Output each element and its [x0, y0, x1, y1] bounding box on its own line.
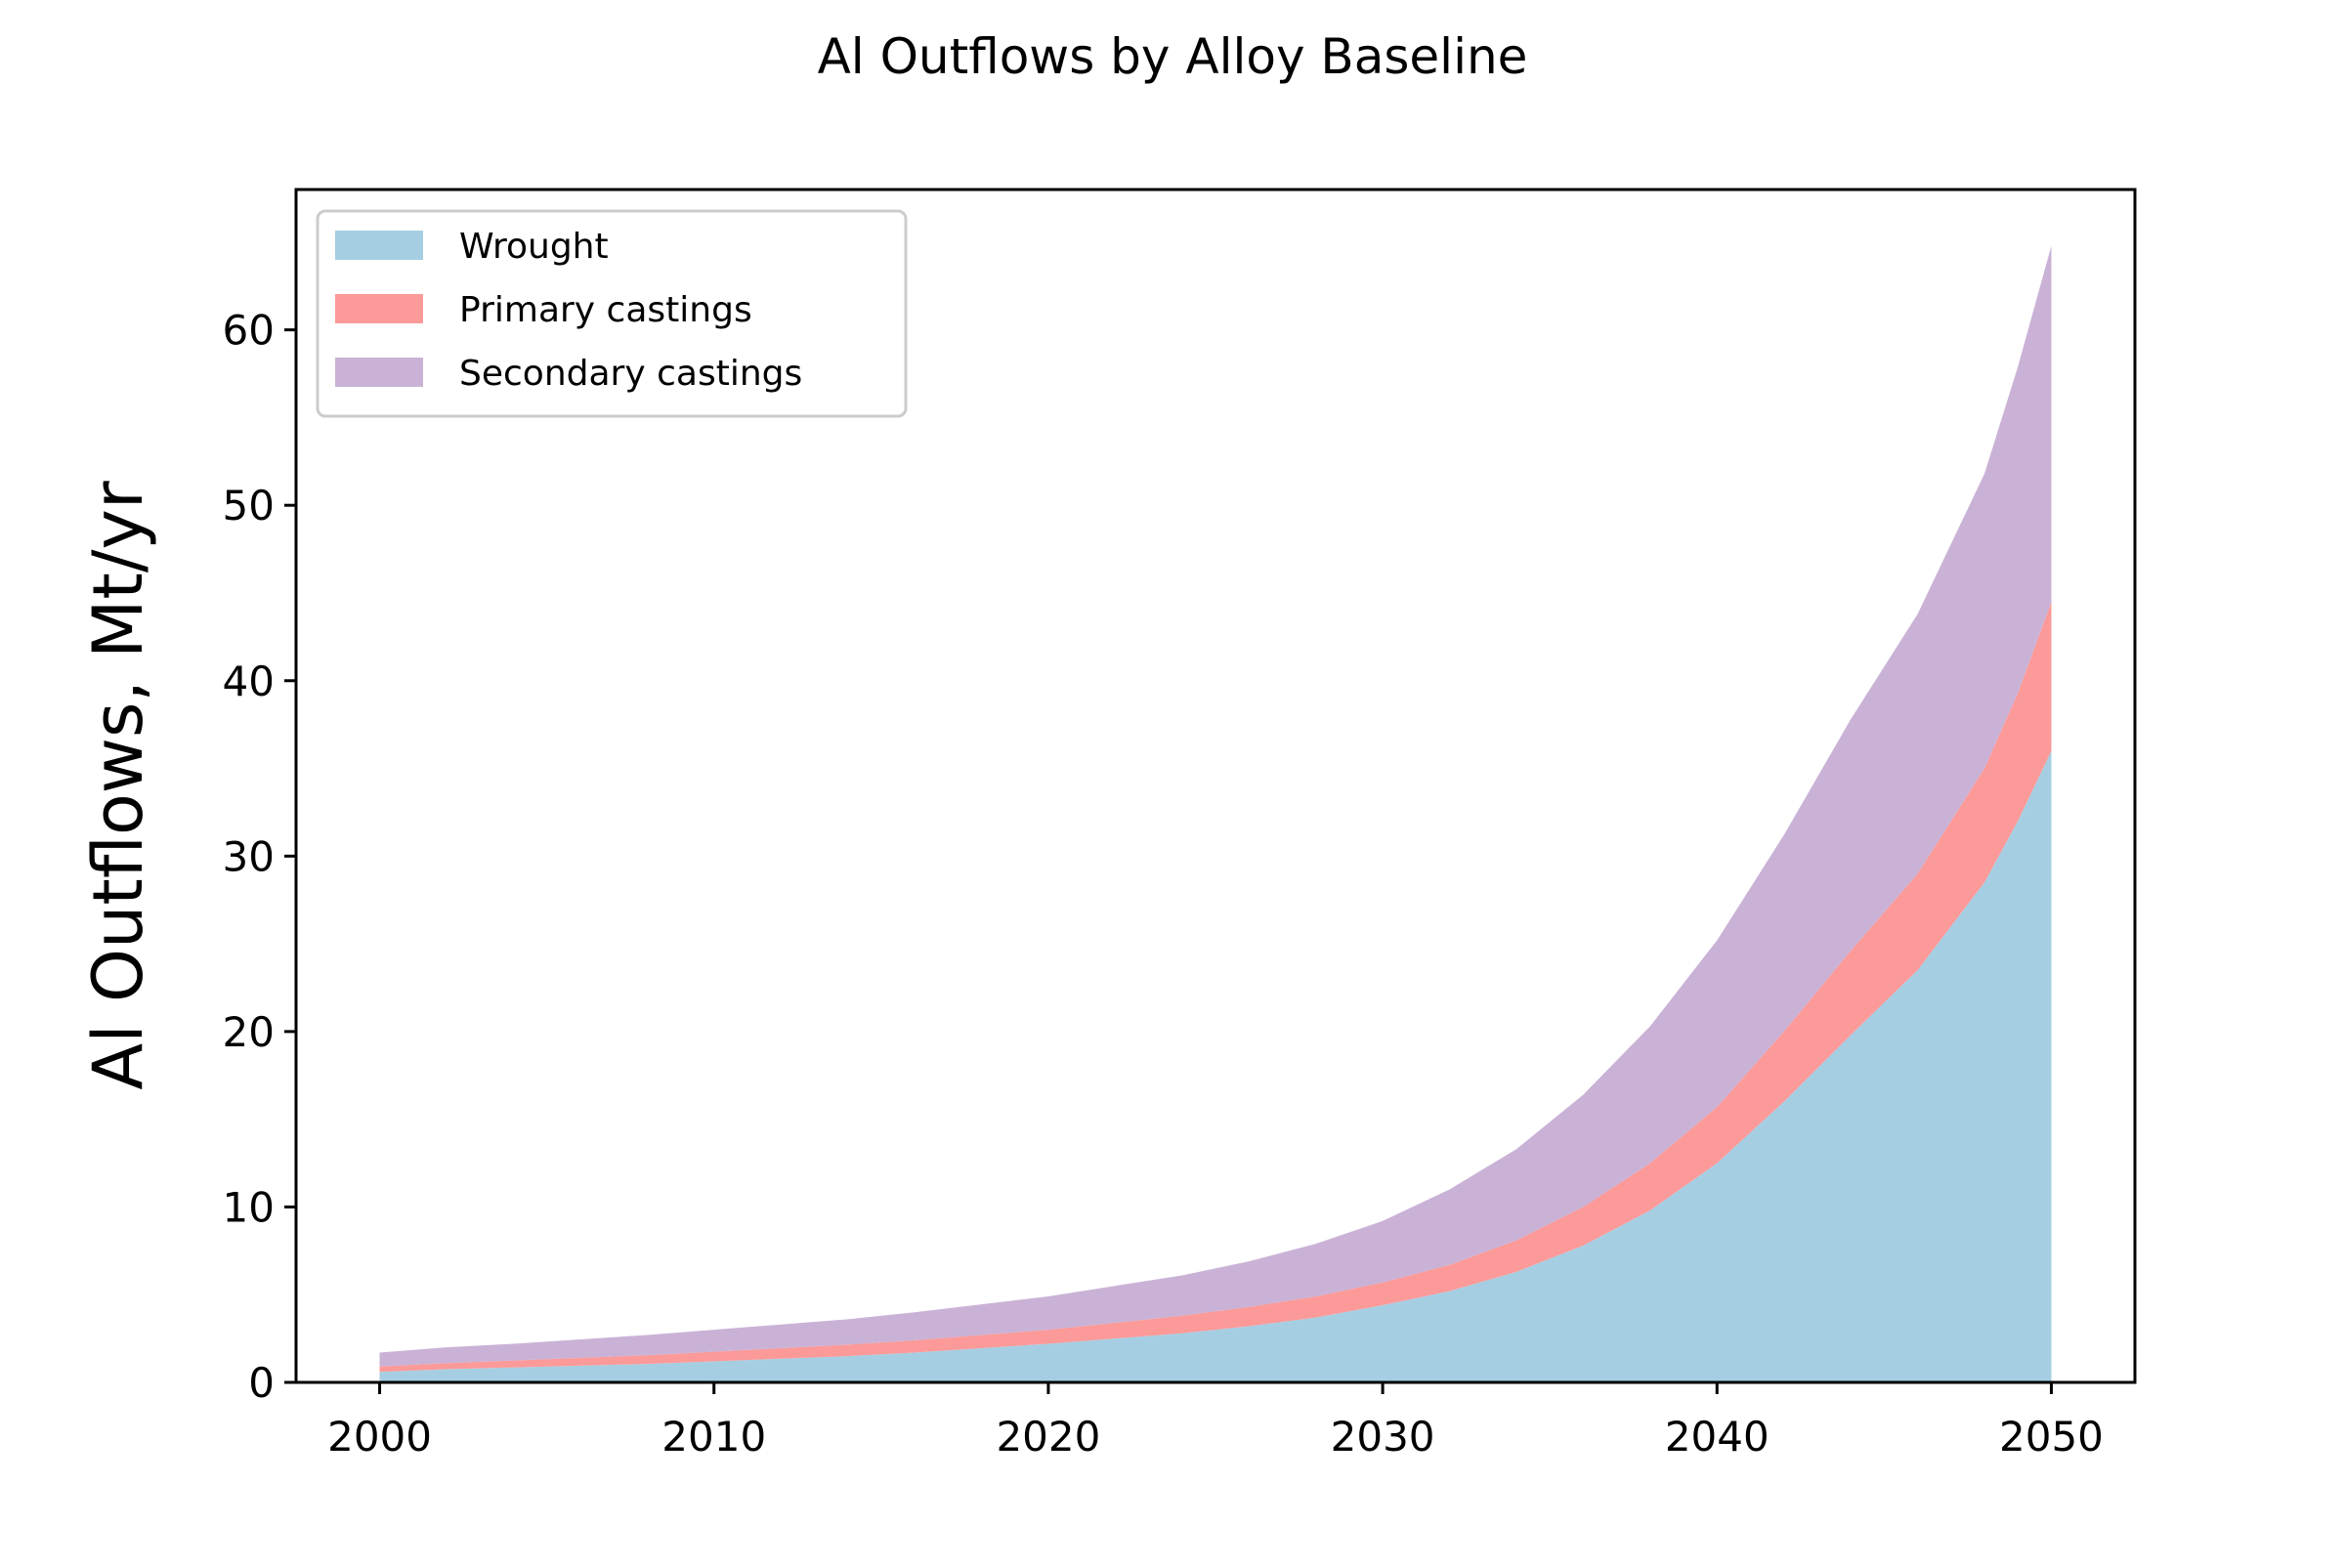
legend-label-1: Primary castings — [459, 290, 752, 330]
legend-label-2: Secondary castings — [459, 354, 802, 394]
area-series-1 — [379, 602, 2052, 1373]
y-tick-label: 0 — [248, 1359, 275, 1407]
y-tick-label: 60 — [223, 307, 275, 355]
x-tick-label: 2030 — [1331, 1413, 1435, 1461]
area-series-0 — [379, 750, 2052, 1382]
plot-frame — [294, 188, 2137, 1384]
area-series-2 — [379, 245, 2052, 1367]
x-tick-label: 2000 — [327, 1413, 432, 1461]
x-tick-label: 2040 — [1665, 1413, 1769, 1461]
y-axis: 0 10 20 30 40 50 60 — [223, 307, 296, 1407]
y-tick-label: 10 — [223, 1183, 275, 1231]
chart-title: Al Outflows by Alloy Baseline — [818, 28, 1528, 85]
y-tick-label: 50 — [223, 482, 275, 530]
x-tick-label: 2020 — [996, 1413, 1100, 1461]
y-tick-label: 40 — [223, 657, 275, 705]
legend-box — [316, 209, 908, 418]
y-tick-label: 30 — [223, 832, 275, 880]
legend: Wrought Primary castings Secondary casting… — [316, 209, 908, 418]
y-tick-label: 20 — [223, 1008, 275, 1056]
legend-swatch-1 — [335, 294, 423, 323]
legend-label-0: Wrought — [459, 227, 609, 267]
x-axis: 2000 2010 2020 2030 2040 2050 — [327, 1382, 2104, 1461]
series-areas — [379, 245, 2052, 1382]
legend-swatch-0 — [335, 231, 423, 260]
x-tick-label: 2050 — [1999, 1413, 2104, 1461]
legend-swatch-2 — [335, 358, 423, 387]
y-axis-label: Al Outflows, Mt/yr — [78, 481, 158, 1089]
x-tick-label: 2010 — [661, 1413, 766, 1461]
